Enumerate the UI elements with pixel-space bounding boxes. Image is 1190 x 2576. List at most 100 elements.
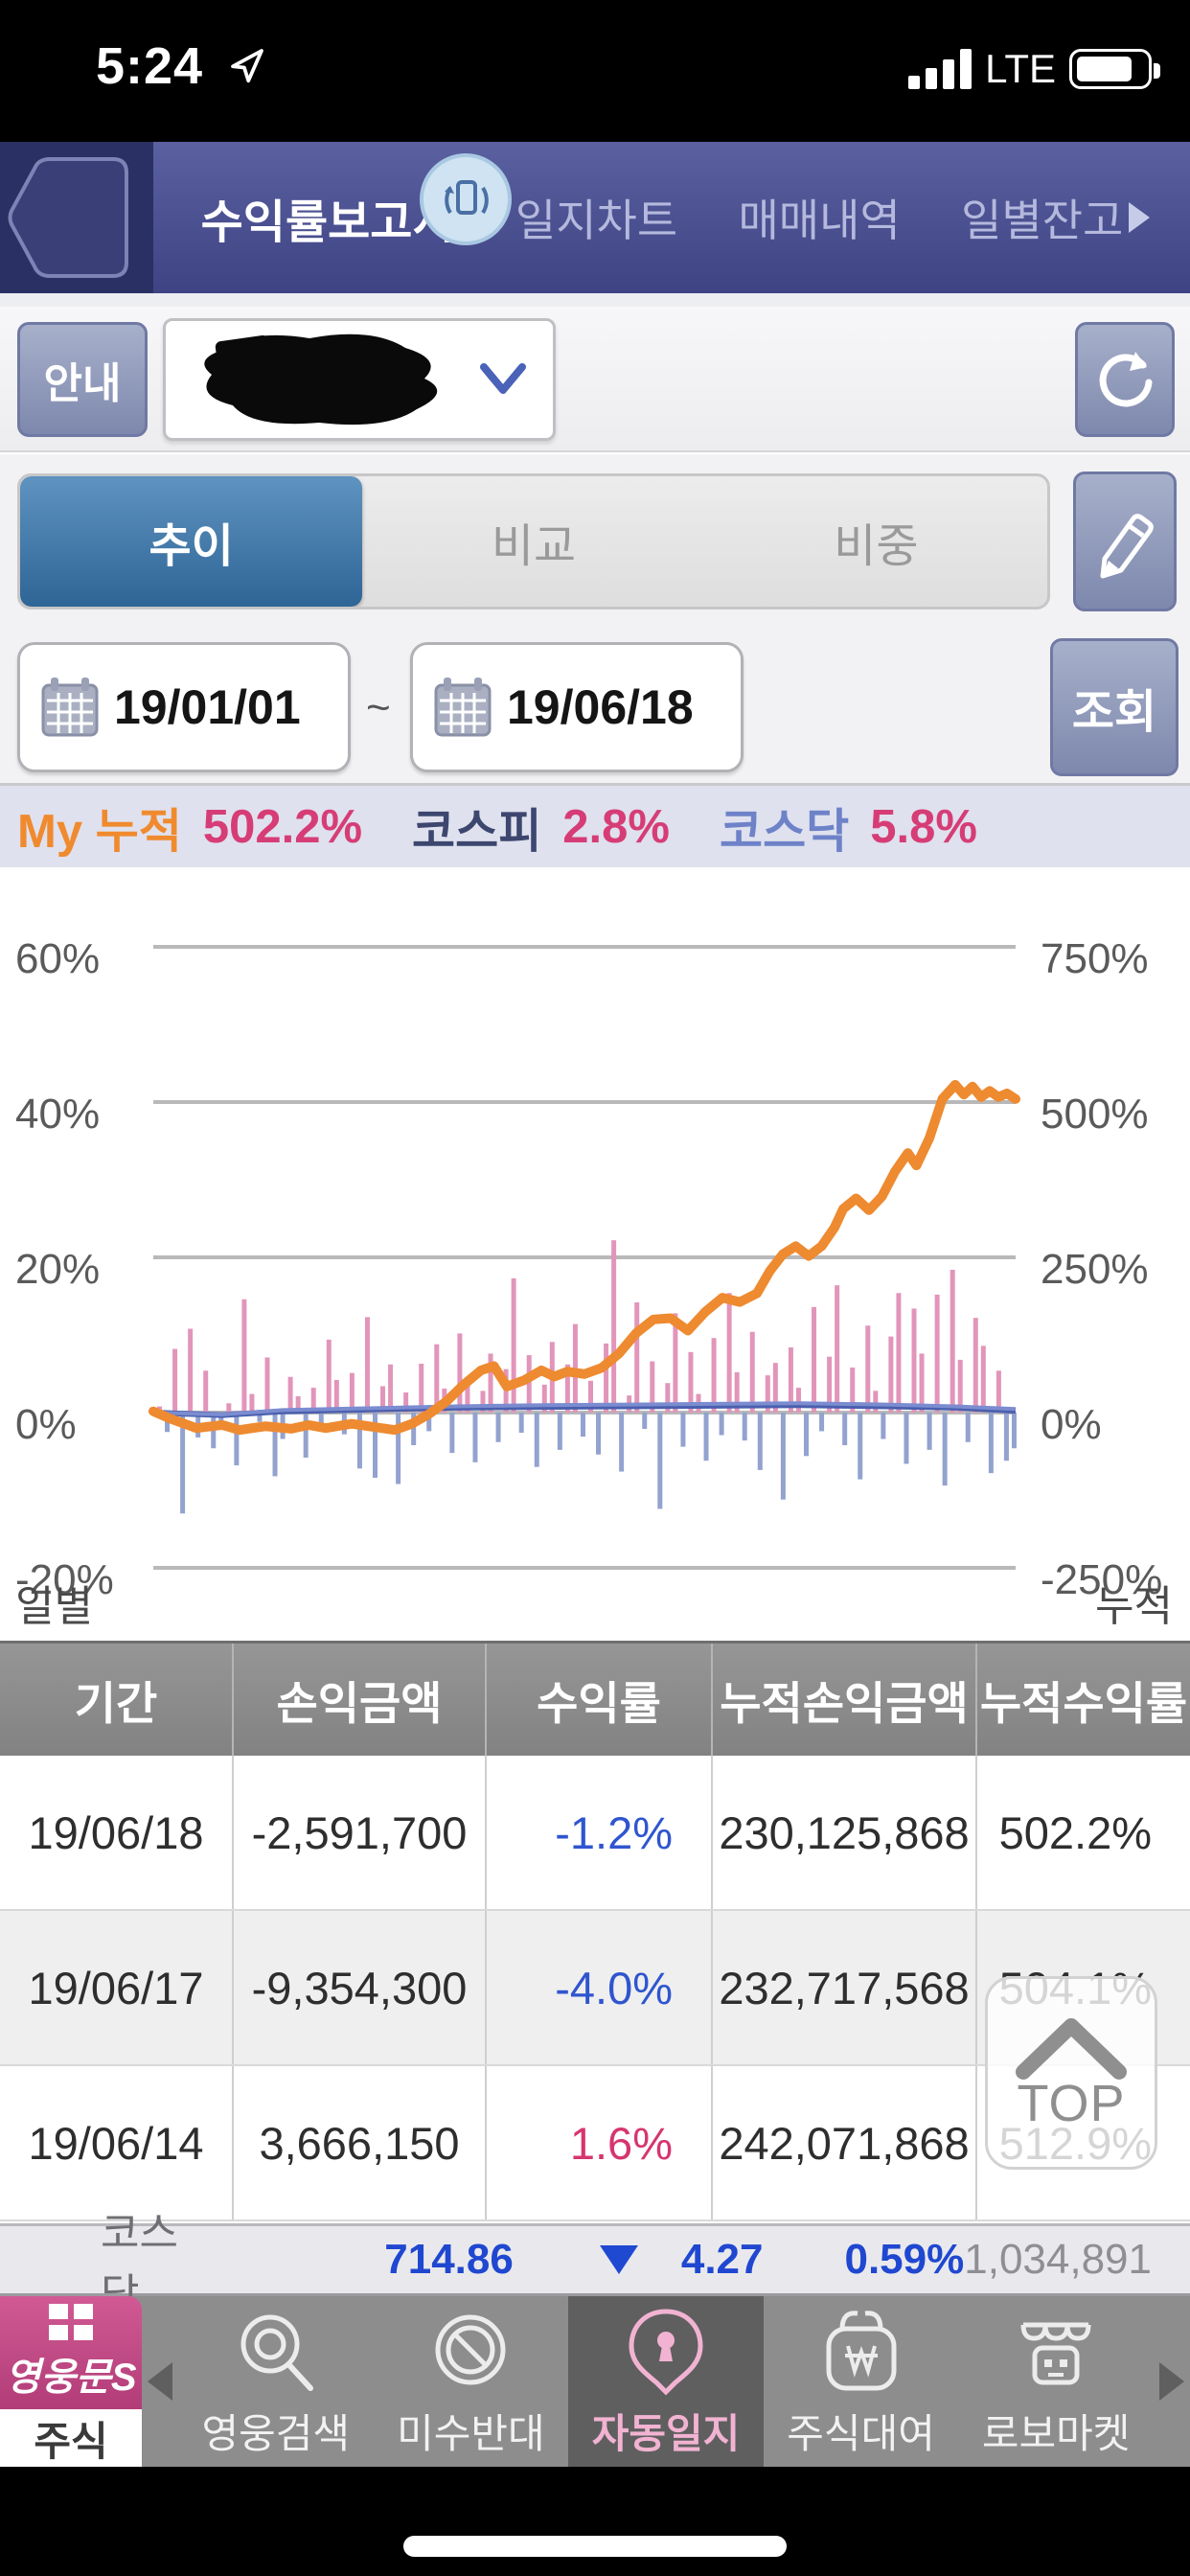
- table-header-cell: 수익률: [487, 1644, 713, 1756]
- table-cell-cumamount: 242,071,868: [713, 2066, 977, 2220]
- end-date-picker[interactable]: 19/06/18: [410, 642, 744, 772]
- index-ticker-bar[interactable]: 코스닥 714.86 4.27 0.59% 1,034,891: [0, 2210, 1190, 2318]
- top-button-label: TOP: [1017, 2075, 1126, 2132]
- no-entry-icon: [435, 2314, 506, 2385]
- refresh-button[interactable]: [1075, 322, 1175, 437]
- table-cell-cumamount: 232,717,568: [713, 1911, 977, 2064]
- calendar-icon: [41, 678, 99, 737]
- account-bar: 안내: [0, 307, 1190, 452]
- scroll-to-top-button[interactable]: TOP: [985, 1976, 1157, 2170]
- clock: 5:24: [96, 37, 204, 95]
- left-axis-tick: 60%: [15, 935, 101, 982]
- my-cumulative-value: 502.2%: [202, 801, 363, 853]
- my-cumulative-label: My 누적: [17, 805, 182, 858]
- down-triangle-icon: [599, 2245, 638, 2274]
- bottom-nav-item-1[interactable]: 미수반대: [374, 2296, 569, 2467]
- table-header-cell: 손익금액: [234, 1644, 487, 1756]
- kosdaq-label: 코스닥: [719, 805, 850, 858]
- pin-icon: [629, 2309, 703, 2396]
- right-axis-tick: 250%: [1041, 1246, 1149, 1293]
- date-separator: ~: [366, 684, 391, 731]
- view-tabs-row: 추이 비교 비중: [0, 454, 1190, 629]
- table-header-row: 기간 손익금액 수익률 누적손익금액 누적수익률: [0, 1641, 1190, 1756]
- home-indicator[interactable]: [403, 2536, 787, 2557]
- bottom-nav-item-4[interactable]: 로보마켓: [958, 2296, 1154, 2467]
- hexagon-icon: [8, 157, 128, 278]
- bottom-nav-items: 영웅검색 미수반대 자동일지 주식대여 로보마켓: [142, 2296, 1190, 2467]
- battery-icon: [1069, 49, 1160, 89]
- query-button[interactable]: 조회: [1050, 638, 1179, 776]
- kospi-value: 2.8%: [562, 801, 670, 853]
- table-cell-rate: 1.6%: [487, 2066, 713, 2220]
- account-select[interactable]: [163, 318, 556, 441]
- app-logo-text: 영웅문S: [5, 2357, 137, 2399]
- view-tab-1[interactable]: 비교: [491, 521, 577, 572]
- top-nav-tab-3[interactable]: 일별잔고: [961, 186, 1151, 249]
- top-nav-tab-2[interactable]: 매매내역: [738, 186, 900, 249]
- bottom-nav-item-2[interactable]: 자동일지: [568, 2296, 764, 2467]
- cumulative-axis-label: 누적: [1095, 1583, 1173, 1630]
- start-date-picker[interactable]: 19/01/01: [17, 642, 351, 772]
- chevron-down-icon: [480, 363, 526, 394]
- stock-mode-label: 주식: [0, 2409, 142, 2467]
- right-axis-tick: 0%: [1041, 1401, 1102, 1448]
- left-axis-tick: 0%: [15, 1401, 77, 1448]
- top-nav-tab-label: 매매내역: [738, 196, 901, 245]
- guide-button[interactable]: 안내: [17, 322, 148, 437]
- table-cell-rate: -1.2%: [487, 1756, 713, 1909]
- bottom-nav: 영웅문S 주식 영웅검색 미수반대 자동일지 주식대여 로보마켓: [0, 2296, 1190, 2467]
- footer-area: [0, 2467, 1190, 2576]
- signal-strength-icon: [908, 49, 973, 89]
- kospi-label: 코스피: [412, 805, 542, 858]
- view-segmented-control: 추이 비교 비중: [17, 473, 1050, 610]
- table-cell-amount: -9,354,300: [234, 1911, 487, 2064]
- trend-chart-svg: [149, 945, 1020, 1570]
- top-nav-tab-0[interactable]: 수익률보고서: [201, 184, 455, 251]
- nav-scroll-left-icon[interactable]: [148, 2362, 172, 2401]
- table-row[interactable]: 19/06/18 -2,591,700 -1.2% 230,125,868 502.2%: [0, 1756, 1190, 1911]
- network-type-label: LTE: [985, 46, 1056, 91]
- end-date-value: 19/06/18: [507, 680, 694, 734]
- bottom-nav-item-label: 미수반대: [397, 2411, 545, 2456]
- app-logo-button[interactable]: 영웅문S: [0, 2296, 142, 2409]
- left-axis-tick: 40%: [15, 1091, 101, 1138]
- table-header-cell: 누적수익률: [979, 1678, 1188, 1729]
- bottom-nav-item-label: 영웅검색: [201, 2411, 351, 2456]
- bottom-nav-item-label: 로보마켓: [981, 2411, 1131, 2456]
- robot-icon: [1020, 2322, 1091, 2385]
- table-cell-cumamount: 230,125,868: [713, 1756, 977, 1909]
- left-axis-tick: 20%: [15, 1246, 101, 1293]
- wallet-icon: [826, 2311, 897, 2391]
- returns-chart: 60% 40% 20% 0% -20% 750% 500% 250% 0% -250% 일별 누…: [0, 867, 1190, 1639]
- guide-button-label: 안내: [43, 360, 122, 407]
- table-cell-amount: 3,666,150: [234, 2066, 487, 2220]
- chevron-right-icon: [1129, 202, 1151, 233]
- bottom-nav-item-3[interactable]: 주식대여: [764, 2296, 959, 2467]
- ticker-change-pct: 0.59%: [844, 2236, 965, 2283]
- calendar-icon: [434, 678, 492, 737]
- table-cell-date: 19/06/18: [0, 1756, 234, 1909]
- view-tab-0[interactable]: 추이: [20, 476, 363, 607]
- menu-back-button[interactable]: [0, 142, 153, 293]
- ticker-change: 4.27: [680, 2236, 764, 2283]
- kosdaq-value: 5.8%: [870, 801, 977, 853]
- nav-scroll-right-icon[interactable]: [1158, 2362, 1184, 2401]
- bottom-nav-item-0[interactable]: 영웅검색: [178, 2296, 374, 2467]
- top-nav-tabs: 수익률보고서 일지차트 매매내역 일별잔고: [153, 184, 1190, 251]
- daily-axis-label: 일별: [15, 1583, 93, 1630]
- top-nav-tab-label: 수익률보고서: [200, 197, 455, 248]
- refresh-icon: [1099, 352, 1153, 407]
- status-bar: 5:24 LTE: [0, 0, 1190, 142]
- rotate-device-icon[interactable]: [420, 153, 512, 245]
- top-nav-tab-label: 일지차트: [515, 196, 678, 245]
- view-tab-2[interactable]: 비중: [834, 521, 919, 572]
- top-nav-tab-1[interactable]: 일지차트: [515, 186, 677, 249]
- right-axis-tick: -250%: [1041, 1556, 1163, 1603]
- table-header-cell: 누적손익금액: [713, 1644, 977, 1756]
- ticker-price: 714.86: [384, 2236, 514, 2283]
- table-header-cell: 기간: [0, 1644, 234, 1756]
- table-cell-date: 19/06/14: [0, 2066, 234, 2220]
- table-cell-date: 19/06/17: [0, 1911, 234, 2064]
- edit-button[interactable]: [1073, 472, 1177, 611]
